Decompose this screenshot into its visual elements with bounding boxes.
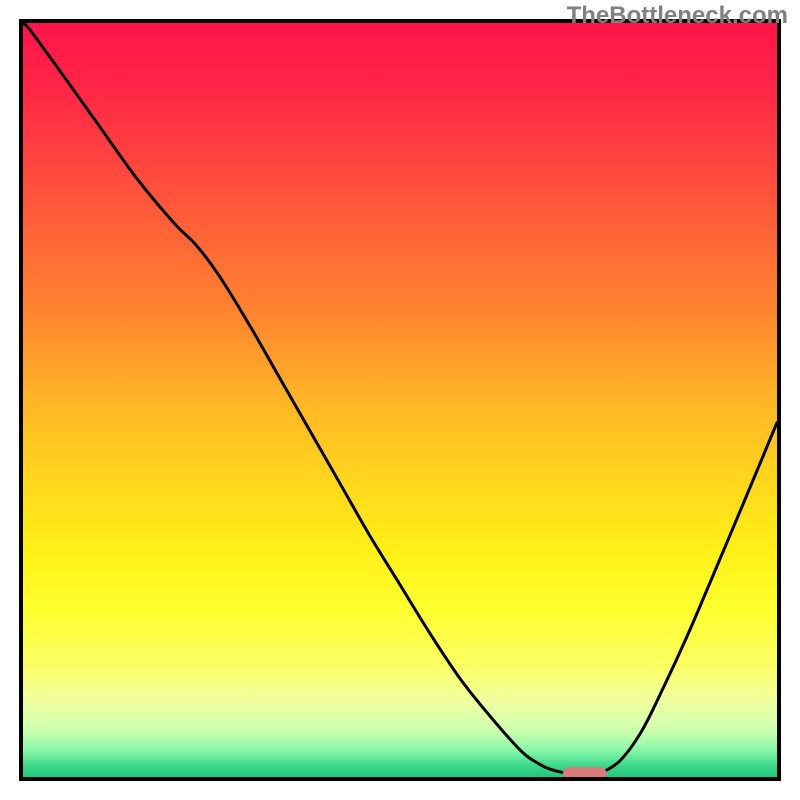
chart-frame: TheBottleneck.com — [0, 0, 800, 800]
watermark-text: TheBottleneck.com — [567, 2, 788, 30]
plot-background — [23, 23, 777, 777]
chart-svg — [0, 0, 800, 800]
